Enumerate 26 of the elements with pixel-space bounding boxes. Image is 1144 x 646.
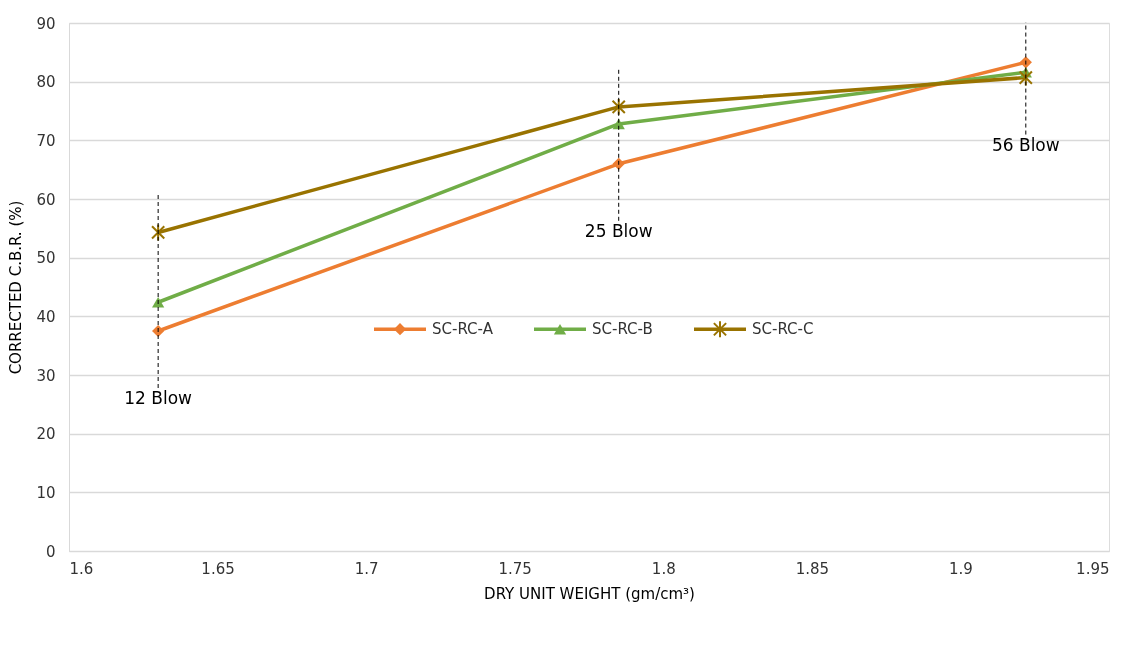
y-tick-label: 70 xyxy=(36,131,56,150)
y-tick-label: 30 xyxy=(36,366,56,385)
x-tick-label: 1.8 xyxy=(651,559,676,578)
legend-label: SC-RC-B xyxy=(592,320,653,339)
x-tick-label: 1.65 xyxy=(201,559,235,578)
x-tick-label: 1.6 xyxy=(69,559,94,578)
y-tick-label: 0 xyxy=(45,542,56,561)
y-tick-label: 90 xyxy=(36,14,56,33)
x-tick-label: 1.75 xyxy=(498,559,532,578)
x-tick-label: 1.7 xyxy=(354,559,379,578)
legend-label: SC-RC-A xyxy=(432,320,494,339)
y-tick-label: 40 xyxy=(36,307,56,326)
x-tick-label: 1.9 xyxy=(949,559,973,578)
ref-line-label: 25 Blow xyxy=(584,220,653,241)
y-axis-title: CORRECTED C.B.R. (%) xyxy=(7,200,26,375)
y-tick-label: 20 xyxy=(36,425,56,444)
y-tick-label: 60 xyxy=(36,190,56,209)
ref-line-label: 56 Blow xyxy=(991,134,1060,155)
legend-label: SC-RC-C xyxy=(752,320,814,339)
y-tick-label: 80 xyxy=(36,73,56,92)
x-tick-label: 1.95 xyxy=(1076,559,1110,578)
y-tick-label: 10 xyxy=(36,483,56,502)
x-axis-title: DRY UNIT WEIGHT (gm/cm³) xyxy=(484,584,695,603)
y-tick-label: 50 xyxy=(36,249,56,268)
ref-line-label: 12 Blow xyxy=(124,388,193,408)
x-tick-label: 1.85 xyxy=(795,559,830,578)
